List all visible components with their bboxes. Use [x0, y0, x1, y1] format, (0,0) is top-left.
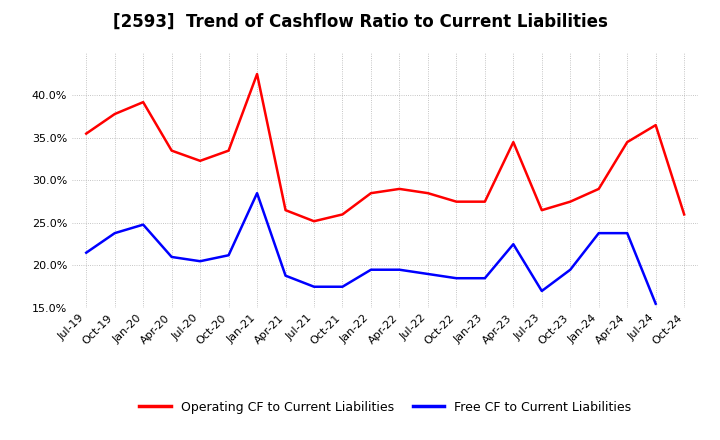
Operating CF to Current Liabilities [537, 208, 546, 213]
Free CF to Current Liabilities [452, 275, 461, 281]
Free CF to Current Liabilities [253, 191, 261, 196]
Free CF to Current Liabilities [623, 231, 631, 236]
Operating CF to Current Liabilities [680, 212, 688, 217]
Free CF to Current Liabilities [423, 271, 432, 277]
Operating CF to Current Liabilities [196, 158, 204, 164]
Free CF to Current Liabilities [225, 253, 233, 258]
Operating CF to Current Liabilities [253, 71, 261, 77]
Operating CF to Current Liabilities [566, 199, 575, 204]
Operating CF to Current Liabilities [310, 219, 318, 224]
Free CF to Current Liabilities [196, 259, 204, 264]
Free CF to Current Liabilities [509, 242, 518, 247]
Operating CF to Current Liabilities [595, 186, 603, 191]
Operating CF to Current Liabilities [423, 191, 432, 196]
Free CF to Current Liabilities [480, 275, 489, 281]
Free CF to Current Liabilities [167, 254, 176, 260]
Free CF to Current Liabilities [595, 231, 603, 236]
Operating CF to Current Liabilities [225, 148, 233, 153]
Operating CF to Current Liabilities [110, 111, 119, 117]
Free CF to Current Liabilities [395, 267, 404, 272]
Free CF to Current Liabilities [139, 222, 148, 227]
Operating CF to Current Liabilities [509, 139, 518, 145]
Free CF to Current Liabilities [338, 284, 347, 290]
Free CF to Current Liabilities [310, 284, 318, 290]
Free CF to Current Liabilities [366, 267, 375, 272]
Legend: Operating CF to Current Liabilities, Free CF to Current Liabilities: Operating CF to Current Liabilities, Fre… [135, 396, 636, 419]
Operating CF to Current Liabilities [338, 212, 347, 217]
Free CF to Current Liabilities [82, 250, 91, 255]
Free CF to Current Liabilities [566, 267, 575, 272]
Operating CF to Current Liabilities [395, 186, 404, 191]
Operating CF to Current Liabilities [82, 131, 91, 136]
Operating CF to Current Liabilities [366, 191, 375, 196]
Line: Operating CF to Current Liabilities: Operating CF to Current Liabilities [86, 74, 684, 221]
Text: [2593]  Trend of Cashflow Ratio to Current Liabilities: [2593] Trend of Cashflow Ratio to Curren… [112, 13, 608, 31]
Operating CF to Current Liabilities [452, 199, 461, 204]
Free CF to Current Liabilities [110, 231, 119, 236]
Free CF to Current Liabilities [282, 273, 290, 279]
Operating CF to Current Liabilities [480, 199, 489, 204]
Operating CF to Current Liabilities [282, 208, 290, 213]
Free CF to Current Liabilities [652, 301, 660, 306]
Operating CF to Current Liabilities [167, 148, 176, 153]
Operating CF to Current Liabilities [623, 139, 631, 145]
Line: Free CF to Current Liabilities: Free CF to Current Liabilities [86, 193, 656, 304]
Operating CF to Current Liabilities [139, 99, 148, 105]
Free CF to Current Liabilities [537, 288, 546, 293]
Operating CF to Current Liabilities [652, 122, 660, 128]
